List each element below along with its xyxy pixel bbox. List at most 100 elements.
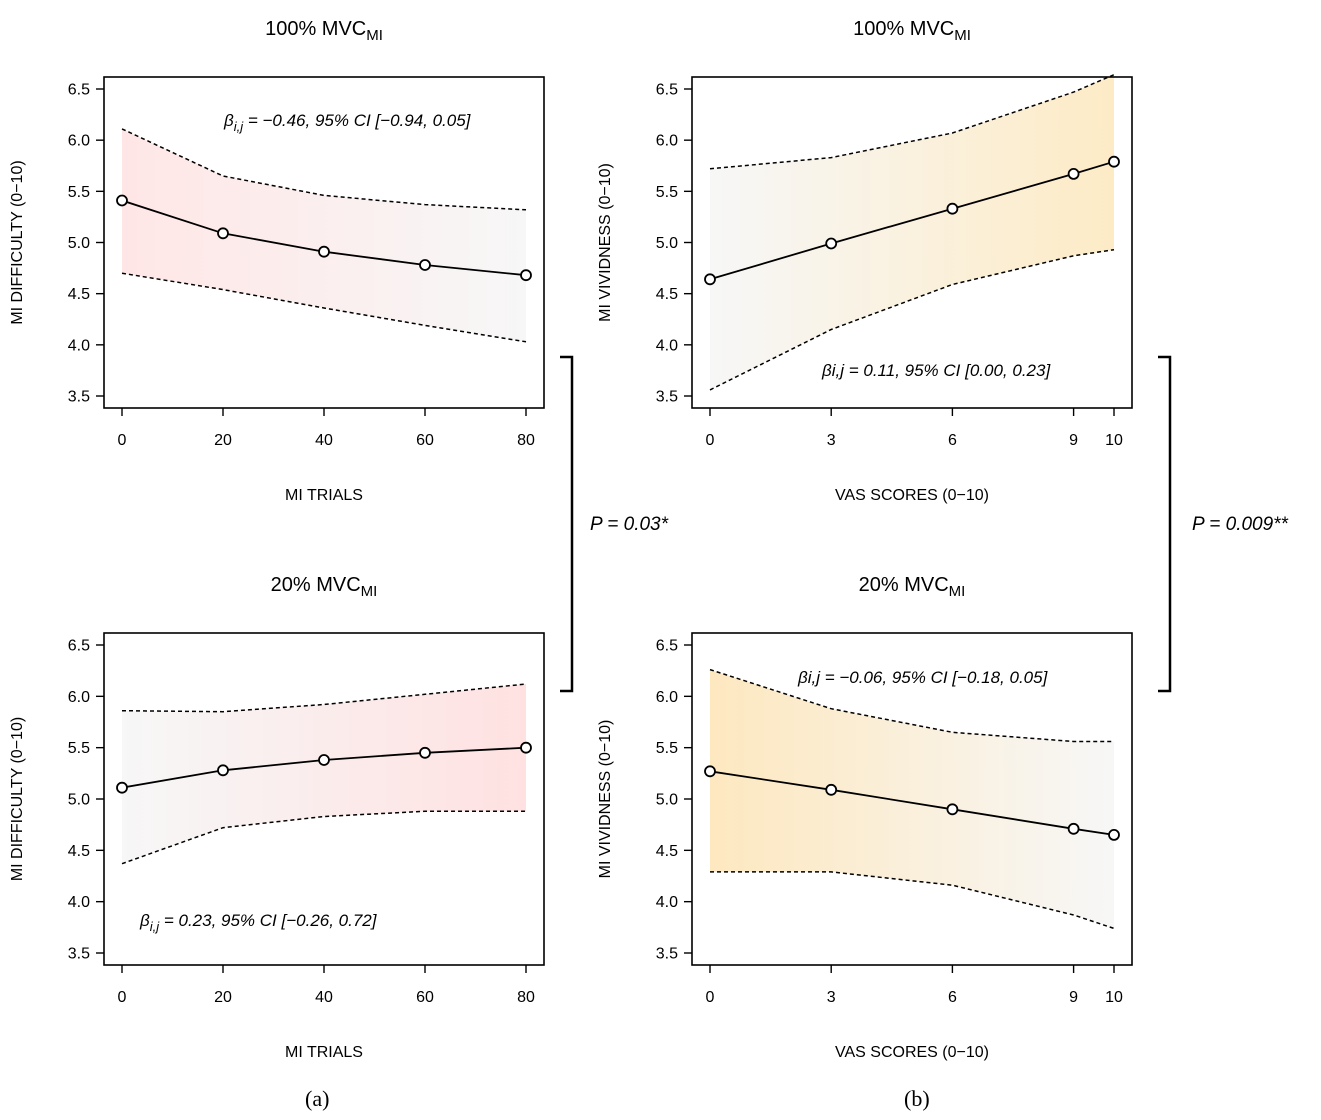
ci-band	[122, 128, 526, 342]
x-axis-label: MI TRIALS	[285, 487, 363, 504]
beta-annotation: βi,j = 0.23, 95% CI [−0.26, 0.72]	[139, 911, 378, 934]
y-tick-label: 6.0	[656, 689, 678, 706]
data-point	[946, 202, 959, 215]
x-tick-label: 0	[706, 432, 715, 449]
y-tick-label: 5.5	[656, 184, 678, 201]
p-value-a: P = 0.03*	[590, 514, 668, 535]
x-tick-label: 0	[118, 989, 127, 1006]
ci-upper-line	[709, 74, 1115, 170]
x-axis-label: MI TRIALS	[285, 1044, 363, 1061]
ci-lower-line	[121, 810, 526, 865]
data-point	[217, 764, 229, 777]
chart-title: 20% MVCMI	[859, 574, 966, 600]
data-point	[1108, 829, 1120, 841]
data-point	[419, 259, 431, 271]
y-tick-label: 4.5	[68, 843, 90, 860]
y-axis-label: MI DIFFICULTY (0−10)	[9, 160, 26, 324]
data-point	[116, 194, 128, 207]
x-tick-label: 20	[214, 989, 232, 1006]
y-tick-label: 4.0	[68, 337, 90, 354]
y-tick-label: 5.0	[656, 792, 678, 809]
y-tick-label: 3.5	[656, 946, 678, 963]
x-tick-label: 6	[948, 989, 957, 1006]
bracket-b	[1158, 355, 1172, 693]
chart-b-bottom: 3.5 4.0 4.5 5.0 5.5 6.0 6.5 0 3 6 9 10 VAS SCORES (0…	[597, 574, 1133, 1061]
chart-a-top: 3.5 4.0 4.5 5.0 5.5 6.0 6.5 0 20 40 60 80 MI TRIALS M…	[9, 18, 545, 504]
x-tick-label: 40	[315, 432, 333, 449]
y-tick-label: 5.5	[68, 184, 90, 201]
data-point	[825, 783, 838, 796]
y-tick-label: 3.5	[656, 389, 678, 406]
x-tick-label: 60	[416, 432, 434, 449]
x-tick-label: 9	[1069, 432, 1078, 449]
panel-label-a: (a)	[305, 1086, 330, 1111]
y-tick-label: 5.0	[68, 235, 90, 252]
data-point	[825, 237, 838, 250]
data-point	[704, 765, 716, 778]
data-point	[1067, 167, 1080, 180]
chart-title: 100% MVCMI	[265, 18, 383, 44]
y-tick-label: 6.0	[68, 133, 90, 150]
y-tick-label: 4.0	[656, 894, 678, 911]
ci-lower-line	[121, 272, 527, 343]
x-tick-label: 0	[706, 989, 715, 1006]
x-tick-label: 3	[827, 432, 836, 449]
x-tick-label: 60	[416, 989, 434, 1006]
chart-b-top: 3.5 4.0 4.5 5.0 5.5 6.0 6.5 0 3 6 9 10 VAS SCORES (0…	[597, 18, 1133, 504]
data-point	[520, 741, 532, 754]
panel-label-b: (b)	[904, 1086, 930, 1111]
y-tick-label: 4.5	[656, 843, 678, 860]
y-axis-label: MI VIVIDNESS (0−10)	[597, 163, 614, 322]
x-tick-label: 6	[948, 432, 957, 449]
data-point	[1067, 822, 1080, 835]
data-point	[704, 273, 716, 286]
y-tick-label: 6.5	[68, 82, 90, 99]
y-tick-label: 3.5	[68, 389, 90, 406]
x-tick-label: 10	[1105, 989, 1123, 1006]
y-tick-label: 6.0	[656, 133, 678, 150]
p-value-b: P = 0.009**	[1192, 514, 1288, 535]
bracket-a	[560, 355, 574, 693]
x-tick-label: 3	[827, 989, 836, 1006]
data-point	[318, 754, 330, 766]
ci-band	[122, 684, 526, 864]
y-tick-label: 6.5	[656, 638, 678, 655]
data-point	[318, 245, 330, 258]
data-point	[520, 269, 532, 282]
chart-title: 100% MVCMI	[853, 18, 971, 44]
x-tick-label: 20	[214, 432, 232, 449]
beta-annotation: βi,j = 0.11, 95% CI [0.00, 0.23]	[821, 361, 1051, 380]
y-tick-label: 5.0	[68, 792, 90, 809]
y-tick-label: 4.5	[656, 286, 678, 303]
y-tick-label: 6.5	[68, 638, 90, 655]
x-tick-label: 9	[1069, 989, 1078, 1006]
y-tick-label: 5.0	[656, 235, 678, 252]
y-tick-label: 5.5	[68, 740, 90, 757]
x-tick-label: 80	[517, 432, 535, 449]
ci-lower-line	[710, 871, 1115, 930]
y-tick-label: 5.5	[656, 740, 678, 757]
chart-a-bottom: 3.5 4.0 4.5 5.0 5.5 6.0 6.5 0 20 40 60 80 MI TRIALS M…	[9, 574, 545, 1061]
data-point	[946, 803, 959, 816]
ci-upper-line	[709, 668, 1114, 743]
y-tick-label: 4.5	[68, 286, 90, 303]
data-point	[1108, 155, 1120, 168]
data-point	[116, 781, 128, 794]
ci-band	[710, 669, 1114, 929]
data-point	[419, 746, 431, 759]
y-tick-label: 4.0	[68, 894, 90, 911]
x-tick-label: 40	[315, 989, 333, 1006]
beta-annotation: βi,j = −0.46, 95% CI [−0.94, 0.05]	[223, 111, 472, 134]
x-axis-label: VAS SCORES (0−10)	[835, 1044, 989, 1061]
y-tick-label: 3.5	[68, 946, 90, 963]
ci-upper-line	[121, 683, 527, 713]
chart-title: 20% MVCMI	[271, 574, 378, 600]
beta-annotation: βi,j = −0.06, 95% CI [−0.18, 0.05]	[797, 668, 1049, 687]
ci-band	[710, 74, 1114, 390]
x-tick-label: 0	[118, 432, 127, 449]
y-tick-label: 6.5	[656, 82, 678, 99]
data-point	[217, 227, 229, 240]
x-axis-label: VAS SCORES (0−10)	[835, 487, 989, 504]
